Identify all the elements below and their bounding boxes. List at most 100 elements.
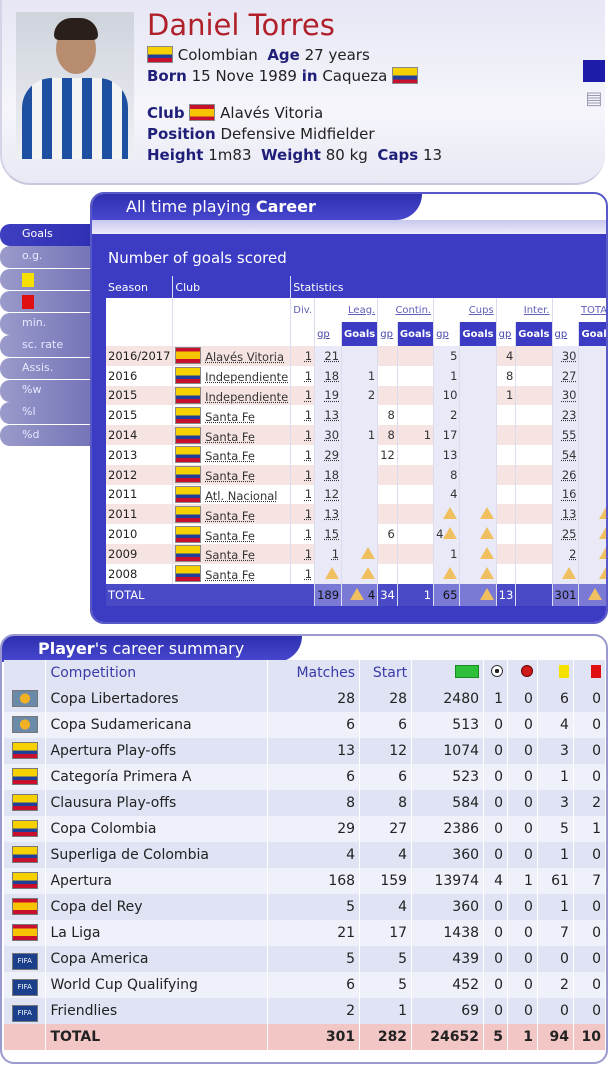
stat-cell: 5 (433, 346, 461, 366)
stat-cell (578, 484, 606, 505)
warning-icon (443, 527, 458, 540)
competition-row: FIFA World Cup Qualifying 6 5 452 0 0 2 0 (4, 972, 606, 998)
season-cell: 2009 (106, 543, 174, 564)
club-header[interactable]: Club (172, 276, 292, 298)
colombia-flag-icon (11, 794, 38, 811)
summary-table: Competition Matches Start Copa Libertado… (4, 660, 606, 1050)
competition-name[interactable]: Copa Libertadores (45, 686, 269, 712)
total-header[interactable]: TOTAL (552, 298, 606, 322)
season-cell: 2015 (106, 405, 174, 426)
club-cell[interactable]: Santa Fe (172, 405, 292, 426)
stat-cell (496, 563, 517, 584)
international-header[interactable]: Inter. (496, 298, 553, 322)
tab-draw-pct[interactable]: %d (0, 424, 92, 447)
stat-cell (377, 543, 398, 564)
warning-icon (479, 527, 494, 540)
stat-cell (459, 464, 497, 485)
club-cell[interactable]: Santa Fe (172, 444, 292, 465)
competition-name[interactable]: Copa Colombia (45, 816, 269, 842)
stat-cell: 30 (314, 425, 343, 445)
warning-icon (587, 587, 602, 600)
stat-cell: 12 (377, 444, 398, 465)
competition-name[interactable]: Apertura Play-offs (45, 738, 269, 764)
club-cell[interactable]: Santa Fe (172, 464, 292, 485)
warning-icon (325, 566, 340, 579)
club-cell[interactable]: Santa Fe (172, 425, 292, 445)
tab-scoring-rate[interactable]: sc. rate (0, 335, 92, 357)
season-header[interactable]: Season (106, 276, 174, 298)
stat-cell (578, 504, 606, 525)
shirt-icon[interactable]: ▤ (585, 88, 603, 109)
own-goals-header[interactable] (507, 660, 538, 686)
warning-icon (350, 587, 365, 600)
start-header[interactable]: Start (359, 660, 413, 686)
stat-cell (459, 563, 497, 584)
stat-cell (314, 563, 343, 584)
competition-name[interactable]: Copa del Rey (45, 894, 269, 920)
stat-cell (515, 563, 553, 584)
goals-header[interactable] (483, 660, 508, 686)
career-row: 2015 Santa Fe 1 13 8 2 23 (106, 405, 606, 426)
competition-header[interactable]: Competition (45, 660, 269, 686)
club-cell[interactable]: Santa Fe (172, 504, 292, 525)
tab-loss-pct[interactable]: %l (0, 402, 92, 424)
stat-cell (341, 563, 379, 584)
competition-name[interactable]: World Cup Qualifying (45, 972, 269, 998)
club-cell[interactable]: Santa Fe (172, 563, 292, 584)
tab-goals[interactable]: Goals (0, 224, 92, 246)
stat-cell (341, 444, 379, 465)
cups-header[interactable]: Cups (433, 298, 497, 322)
colombia-flag-icon (175, 406, 202, 424)
tab-assists[interactable]: Assis. (0, 357, 92, 380)
warning-icon (598, 546, 606, 559)
stat-cell (496, 524, 517, 544)
spain-flag-icon (11, 898, 38, 915)
stat-cell (459, 365, 497, 386)
competition-name[interactable]: La Liga (45, 920, 269, 946)
tab-red-cards[interactable] (0, 290, 92, 313)
stat-cell (578, 405, 606, 426)
conmebol-icon (11, 716, 38, 733)
stat-cell: 13 (433, 444, 461, 465)
competition-name[interactable]: Clausura Play-offs (45, 790, 269, 816)
career-row: 2011 Atl. Nacional 1 12 4 16 (106, 484, 606, 505)
competition-name[interactable]: Friendlies (45, 998, 269, 1024)
league-header[interactable]: Leag. (314, 298, 379, 322)
stat-cell (341, 484, 379, 505)
fifa-icon: FIFA (11, 1005, 38, 1022)
competition-name[interactable]: Apertura (45, 868, 269, 894)
club-cell[interactable]: Santa Fe (172, 543, 292, 564)
stat-cell: 10 (433, 385, 461, 406)
tab-own-goals[interactable]: o.g. (0, 246, 92, 268)
yellow-header[interactable] (537, 660, 574, 686)
tab-yellow-cards[interactable] (0, 268, 92, 291)
competition-row: Copa Colombia 29 27 2386 0 0 5 1 (4, 816, 606, 842)
competition-row: Clausura Play-offs 8 8 584 0 0 3 2 (4, 790, 606, 816)
conmebol-icon (11, 690, 38, 707)
stat-cell (515, 504, 553, 525)
club-cell[interactable]: Santa Fe (172, 524, 292, 544)
scroll-marker[interactable] (583, 60, 605, 82)
red-header[interactable] (573, 660, 606, 686)
minutes-header[interactable] (411, 660, 485, 686)
club-cell[interactable]: Independiente (172, 365, 292, 386)
competition-name[interactable]: Copa Sudamericana (45, 712, 269, 738)
competition-row: Copa Sudamericana 6 6 513 0 0 4 0 (4, 712, 606, 738)
club-line: Club Alavés Vitoria (147, 104, 324, 122)
competition-name[interactable]: Superliga de Colombia (45, 842, 269, 868)
tab-win-pct[interactable]: %w (0, 380, 92, 402)
career-row: 2013 Santa Fe 1 29 12 13 54 (106, 444, 606, 465)
career-table: Season Club Statistics Div. Leag. Contin… (106, 276, 606, 606)
club-cell[interactable]: Atl. Nacional (172, 484, 292, 505)
competition-name[interactable]: Categoría Primera A (45, 764, 269, 790)
tab-minutes[interactable]: min. (0, 313, 92, 335)
matches-header[interactable]: Matches (267, 660, 361, 686)
stat-filter-tabs: Goals o.g. min. sc. rate Assis. %w %l %d (0, 224, 92, 447)
club-cell[interactable]: Alavés Vitoria (172, 346, 292, 366)
competition-name[interactable]: Copa America (45, 946, 269, 972)
club-cell[interactable]: Independiente (172, 385, 292, 406)
division-cell: 1 (290, 385, 316, 406)
continental-header[interactable]: Contin. (377, 298, 435, 322)
stat-cell: 2 (578, 385, 606, 406)
